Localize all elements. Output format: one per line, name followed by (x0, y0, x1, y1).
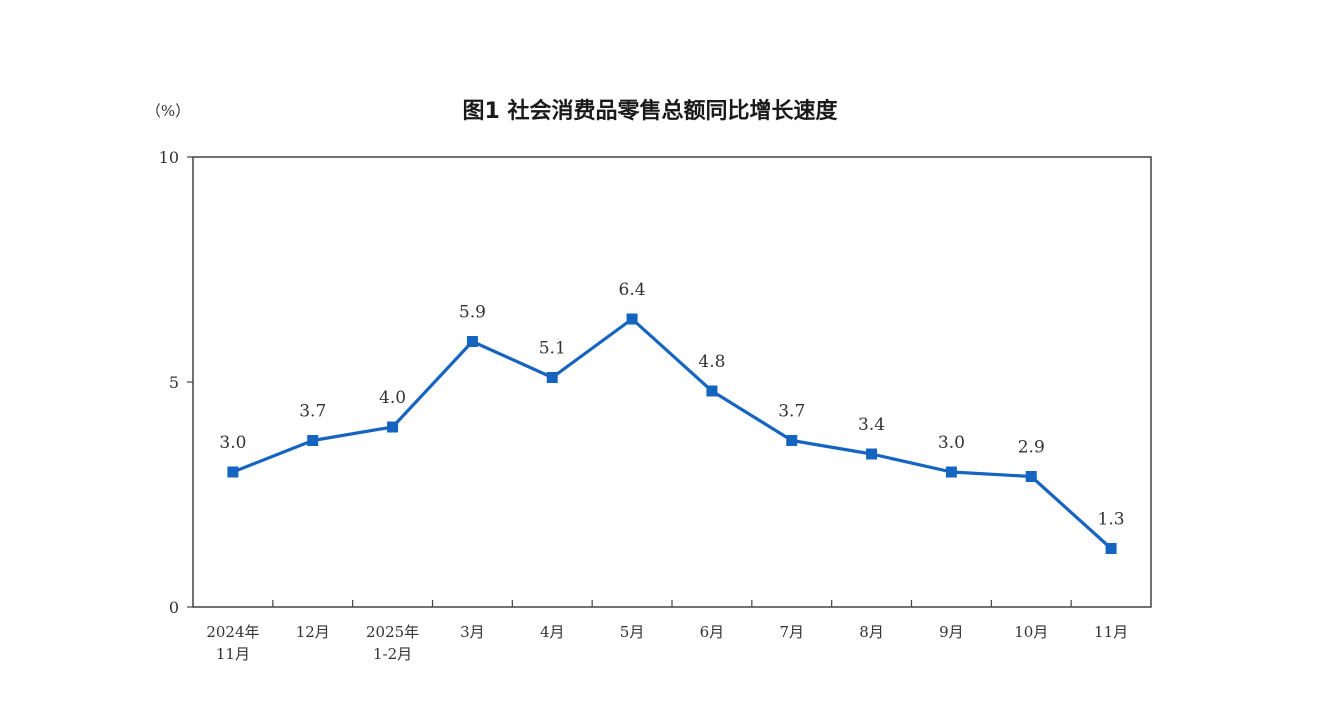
x-tick-label: 4月 (540, 623, 565, 641)
x-tick-label: 8月 (859, 623, 884, 641)
x-tick-label: 2025年 (366, 623, 419, 641)
data-point (786, 435, 798, 446)
x-tick-label: 7月 (779, 623, 804, 641)
data-label: 2.9 (1018, 438, 1045, 458)
x-tick-label: 11月 (216, 645, 250, 663)
series-line (232, 317, 1113, 550)
x-tick-label: 11月 (1094, 623, 1128, 641)
data-point (546, 372, 558, 383)
x-tick-label: 2024年 (206, 623, 259, 641)
data-label: 4.0 (379, 388, 406, 408)
data-point (1025, 471, 1037, 482)
y-tick-label: 10 (159, 148, 179, 167)
data-label: 6.4 (619, 280, 646, 300)
data-point (945, 466, 957, 478)
plot-frame (192, 156, 1152, 608)
x-tick-label: 12月 (296, 623, 330, 641)
data-point (387, 421, 399, 433)
data-point (1105, 543, 1117, 554)
x-tick-label: 5月 (620, 623, 645, 641)
data-point (307, 435, 319, 446)
data-label: 1.3 (1098, 510, 1125, 530)
y-tick-label: 5 (169, 373, 179, 392)
x-tick-label: 6月 (700, 623, 725, 641)
data-label: 4.8 (698, 352, 725, 372)
data-point (466, 336, 478, 347)
x-tick-label: 9月 (939, 623, 964, 641)
data-point (706, 385, 718, 397)
x-tick-label: 3月 (460, 623, 485, 641)
data-label: 3.4 (858, 415, 885, 435)
data-label: 3.7 (778, 402, 805, 422)
x-tick-label: 10月 (1014, 623, 1048, 641)
data-label: 3.0 (938, 433, 965, 453)
data-point (866, 448, 878, 460)
y-unit-label: （%） (146, 102, 190, 120)
data-label: 5.1 (539, 339, 566, 359)
data-point (626, 313, 638, 325)
data-label: 3.7 (299, 402, 326, 422)
y-tick-label: 0 (169, 598, 179, 617)
x-tick-label: 1-2月 (373, 645, 412, 663)
data-label: 5.9 (459, 303, 486, 323)
data-label: 3.0 (219, 433, 246, 453)
chart-title: 图1 社会消费品零售总额同比增长速度 (463, 98, 839, 124)
data-point (227, 466, 239, 478)
